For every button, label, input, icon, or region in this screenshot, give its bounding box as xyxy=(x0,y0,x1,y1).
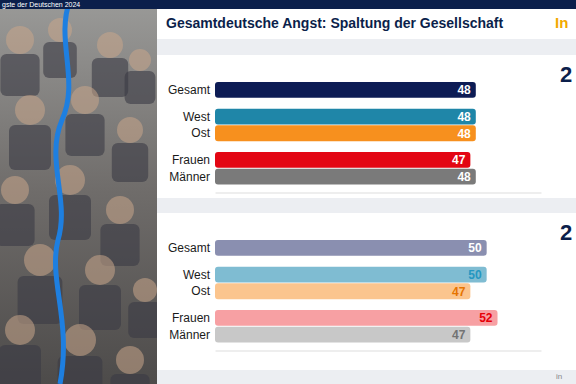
logo: In xyxy=(555,14,568,31)
photo-figure xyxy=(43,42,77,78)
photo-figure xyxy=(97,32,123,58)
photo-figure xyxy=(125,71,156,104)
photo-figure xyxy=(133,278,157,302)
photo-figure xyxy=(106,196,134,224)
category-label: Ost xyxy=(191,284,210,298)
photo-figure xyxy=(15,95,45,125)
title: Gesamtdeutsche Angst: Spaltung der Gesel… xyxy=(166,15,503,31)
x-axis xyxy=(216,193,542,194)
bar xyxy=(215,240,487,256)
photo-figure xyxy=(0,204,35,246)
data-label: 48 xyxy=(457,83,471,97)
title-box xyxy=(157,9,576,39)
category-label: Frauen xyxy=(172,311,210,325)
bar xyxy=(215,310,498,326)
photo-figure xyxy=(6,26,34,54)
photo-figure xyxy=(79,285,121,330)
photo-figure xyxy=(110,374,149,384)
x-axis-line xyxy=(216,351,542,352)
photo-figure xyxy=(92,58,128,97)
category-label: Männer xyxy=(169,328,210,342)
panel-title: 2 xyxy=(560,62,572,87)
category-label: Gesamt xyxy=(168,83,211,97)
bar xyxy=(215,82,476,98)
header-text: gste der Deutschen 2024 xyxy=(2,1,80,9)
panel-background xyxy=(157,55,576,198)
data-label: 48 xyxy=(457,127,471,141)
bar xyxy=(215,152,470,168)
bar xyxy=(215,327,470,343)
category-label: West xyxy=(183,110,211,124)
photo-river xyxy=(55,0,70,384)
photo-figure xyxy=(5,315,35,345)
chart-panel: 2GesamtWestOstFrauenMänner5050475247 xyxy=(157,213,576,370)
bar xyxy=(215,267,487,283)
photo-figure xyxy=(117,117,143,143)
category-label: Männer xyxy=(169,170,210,184)
photo-figure xyxy=(24,244,56,276)
category-label: West xyxy=(183,268,211,282)
photo-figure xyxy=(49,195,91,240)
category-label: Ost xyxy=(191,126,210,140)
photo-figure xyxy=(1,176,29,204)
photo-figure xyxy=(9,125,51,170)
panel-background xyxy=(157,213,576,370)
chart-page: gste der Deutschen 2024 Gesamtdeutsche An… xyxy=(0,0,576,384)
bars xyxy=(215,240,498,343)
photo-figure xyxy=(129,49,151,71)
background xyxy=(157,0,576,384)
category-label: Frauen xyxy=(172,153,210,167)
photo-figure xyxy=(71,86,99,114)
photo-figure xyxy=(85,255,115,285)
panel-title: 2 xyxy=(560,220,572,245)
photo-figure xyxy=(0,345,41,384)
x-axis xyxy=(216,351,542,352)
data-label: 47 xyxy=(452,153,466,167)
photo-figure xyxy=(48,18,72,42)
chart-panel: 2 Gesamt West Ost Frauen Männer 48 48 48 47 48 xyxy=(157,55,576,198)
photo-figure xyxy=(0,54,39,96)
category-label: Gesamt xyxy=(168,241,211,255)
data-label: 47 xyxy=(452,328,466,342)
data-label: 48 xyxy=(457,170,471,184)
bar xyxy=(215,109,476,125)
data-label: 47 xyxy=(452,285,466,299)
footer: in xyxy=(556,372,562,381)
data-label: 48 xyxy=(457,110,471,124)
bar xyxy=(215,169,476,185)
data-label: 52 xyxy=(479,311,493,325)
photo-figure xyxy=(112,143,148,182)
x-axis-line xyxy=(216,193,542,194)
data-label: 50 xyxy=(468,241,482,255)
bar xyxy=(215,283,470,299)
header-bar xyxy=(0,0,576,9)
bars xyxy=(215,82,476,185)
bar xyxy=(215,125,476,141)
photo-figure xyxy=(64,324,96,356)
data-label: 50 xyxy=(468,268,482,282)
photo-figure xyxy=(65,114,104,156)
photo-figure xyxy=(116,346,144,374)
photo-figure xyxy=(128,302,162,338)
